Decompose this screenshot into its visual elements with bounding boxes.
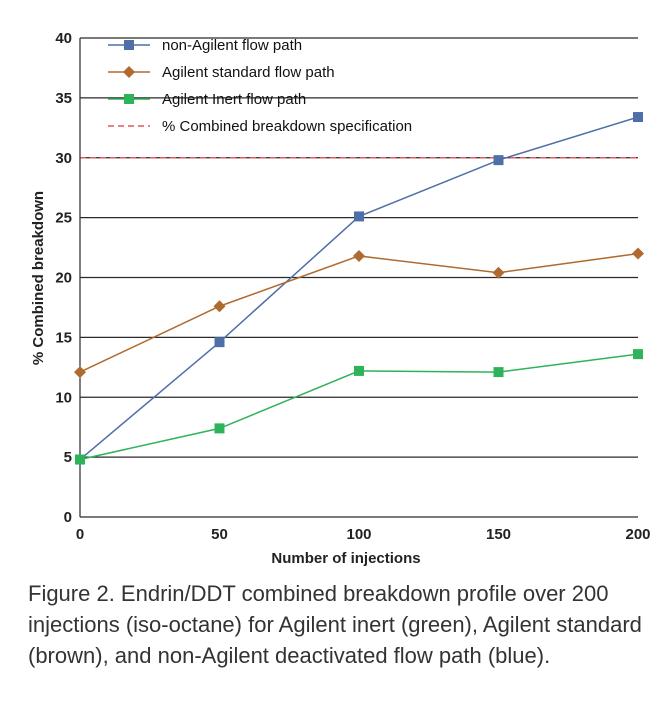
legend-marker (123, 66, 135, 78)
data-point (493, 155, 504, 166)
legend-item: Agilent Inert flow path (108, 91, 306, 108)
legend-label: Agilent Inert flow path (162, 91, 306, 108)
x-tick-label: 50 (211, 526, 228, 543)
legend-label: non-Agilent flow path (162, 37, 302, 54)
y-tick-label: 10 (55, 389, 72, 406)
data-point (492, 266, 505, 279)
x-tick-label: 200 (625, 526, 650, 543)
y-tick-label: 40 (55, 30, 72, 47)
figure-caption: Figure 2. Endrin/DDT combined breakdown … (28, 581, 642, 668)
data-point (493, 367, 504, 378)
data-point (354, 365, 364, 376)
x-tick-label: 150 (486, 526, 511, 543)
breakdown-chart: 0 5 10 15 20 25 30 35 40 0 50 100 150 200 non-Agilen… (30, 30, 651, 567)
y-tick-label: 0 (64, 509, 72, 526)
data-point (75, 454, 85, 465)
data-point (214, 337, 225, 348)
legend-marker (124, 94, 134, 104)
legend-label: % Combined breakdown specification (162, 118, 412, 135)
data-point (353, 249, 365, 262)
data-point (633, 112, 643, 123)
x-tick-labels: 0 50 100 150 200 (76, 526, 651, 543)
data-point (213, 300, 226, 313)
legend-marker (124, 40, 134, 50)
data-point (633, 349, 643, 360)
x-tick-label: 100 (346, 526, 371, 543)
legend-label: Agilent standard flow path (162, 64, 335, 81)
series-1 (74, 247, 644, 379)
y-tick-label: 35 (55, 90, 72, 107)
series-group (74, 112, 644, 465)
y-axis-title: % Combined breakdown (30, 191, 47, 365)
data-point (354, 211, 364, 222)
legend-item: % Combined breakdown specification (108, 118, 412, 135)
legend: non-Agilent flow path Agilent standard fl… (108, 37, 412, 135)
y-tick-label: 20 (55, 270, 72, 287)
x-tick-label: 0 (76, 526, 84, 543)
y-tick-label: 25 (55, 210, 72, 227)
y-tick-label: 15 (55, 329, 72, 346)
y-tick-label: 5 (64, 449, 72, 466)
legend-item: Agilent standard flow path (108, 64, 335, 81)
series-0 (75, 112, 643, 465)
series-line (79, 116, 639, 461)
data-point (74, 366, 86, 379)
data-point (632, 247, 644, 260)
legend-item: non-Agilent flow path (108, 37, 302, 54)
series-2 (75, 349, 643, 465)
series-line (79, 252, 639, 373)
y-tick-labels: 0 5 10 15 20 25 30 35 40 (55, 30, 72, 526)
y-tick-label: 30 (55, 150, 72, 167)
x-axis-title: Number of injections (271, 550, 420, 567)
axes (79, 38, 638, 518)
data-point (214, 423, 225, 434)
